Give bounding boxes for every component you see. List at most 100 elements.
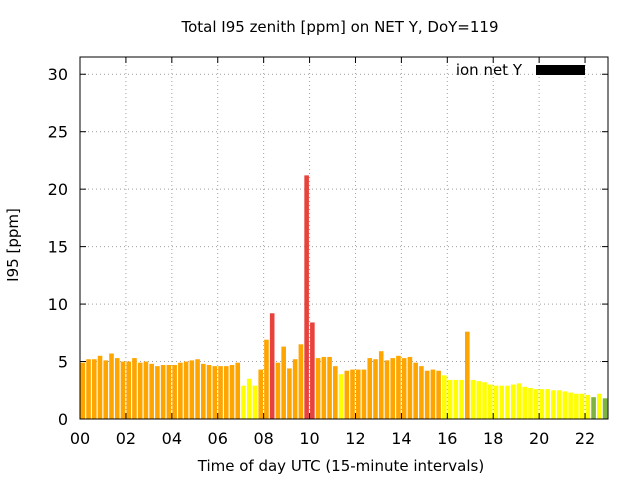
bar bbox=[522, 386, 528, 419]
x-tick-label: 02 bbox=[116, 429, 136, 448]
bar bbox=[206, 364, 212, 419]
bar bbox=[201, 363, 206, 419]
bar bbox=[430, 369, 436, 419]
bar bbox=[178, 362, 183, 419]
bar bbox=[229, 364, 235, 419]
bar bbox=[510, 384, 516, 419]
bar bbox=[143, 361, 149, 419]
bar bbox=[597, 393, 602, 419]
bar bbox=[223, 366, 229, 419]
bar bbox=[338, 374, 344, 419]
bar bbox=[235, 362, 241, 419]
bar bbox=[333, 366, 338, 419]
bar bbox=[109, 353, 114, 419]
bar bbox=[155, 366, 160, 419]
bar bbox=[539, 389, 545, 419]
bar bbox=[80, 362, 86, 419]
bar bbox=[401, 358, 407, 419]
bar bbox=[350, 369, 355, 419]
x-tick-label: 00 bbox=[70, 429, 90, 448]
bar bbox=[551, 390, 556, 419]
bar bbox=[120, 361, 126, 419]
x-tick-label: 22 bbox=[575, 429, 595, 448]
bar bbox=[264, 339, 269, 419]
x-axis-label: Time of day UTC (15-minute intervals) bbox=[197, 457, 484, 475]
bar bbox=[195, 359, 200, 419]
bar bbox=[396, 355, 401, 419]
bar bbox=[183, 361, 189, 419]
bar bbox=[212, 366, 218, 419]
bar bbox=[574, 393, 579, 419]
bar bbox=[355, 369, 361, 419]
bar bbox=[281, 346, 286, 419]
bar bbox=[114, 358, 120, 419]
bar bbox=[258, 369, 264, 419]
bar bbox=[189, 360, 195, 419]
bar bbox=[287, 368, 292, 419]
y-axis-label: I95 [ppm] bbox=[4, 208, 22, 282]
bar bbox=[602, 398, 608, 419]
bar bbox=[459, 379, 464, 419]
legend-swatch bbox=[536, 65, 585, 75]
y-tick-label: 20 bbox=[48, 180, 68, 199]
x-tick-label: 18 bbox=[483, 429, 503, 448]
legend: ion net Y bbox=[456, 61, 585, 79]
y-tick-label: 30 bbox=[48, 65, 68, 84]
y-tick-label: 10 bbox=[48, 295, 68, 314]
bar bbox=[137, 362, 143, 419]
bar bbox=[361, 369, 367, 419]
bar bbox=[413, 362, 418, 419]
bar bbox=[579, 393, 585, 419]
grid-lines bbox=[80, 57, 608, 419]
bar bbox=[533, 389, 539, 419]
bar bbox=[367, 358, 373, 419]
bar bbox=[304, 175, 309, 419]
bar bbox=[252, 385, 258, 419]
bar bbox=[378, 351, 384, 419]
bar bbox=[149, 363, 154, 419]
bar bbox=[246, 378, 252, 419]
bar bbox=[556, 390, 562, 419]
bar bbox=[442, 375, 447, 419]
data-bars bbox=[80, 175, 608, 419]
bar bbox=[499, 385, 505, 419]
bar bbox=[86, 359, 91, 419]
bar bbox=[585, 394, 591, 419]
x-tick-label: 20 bbox=[529, 429, 549, 448]
bar bbox=[493, 385, 499, 419]
bar bbox=[126, 361, 132, 419]
bar bbox=[241, 385, 246, 419]
bar bbox=[516, 383, 522, 419]
x-tick-label: 10 bbox=[299, 429, 319, 448]
bar bbox=[476, 381, 482, 419]
bar bbox=[97, 355, 103, 419]
bar bbox=[160, 364, 166, 419]
bar bbox=[505, 385, 510, 419]
bar bbox=[568, 392, 573, 419]
bar bbox=[482, 382, 487, 419]
bar bbox=[453, 379, 459, 419]
bar bbox=[487, 384, 493, 419]
legend-label: ion net Y bbox=[456, 61, 523, 79]
bar bbox=[344, 370, 350, 419]
x-tick-label: 12 bbox=[345, 429, 365, 448]
x-tick-label: 14 bbox=[391, 429, 411, 448]
bar bbox=[166, 364, 172, 419]
chart-title: Total I95 zenith [ppm] on NET Y, DoY=119 bbox=[180, 18, 498, 36]
tick-labels: 0 5 10 15 20 25 30 00 02 04 06 08 10 12 14 16 18 20 22 bbox=[48, 65, 596, 448]
bar bbox=[447, 379, 453, 419]
bar bbox=[327, 356, 332, 419]
bar bbox=[292, 359, 298, 419]
bar bbox=[384, 360, 390, 419]
y-tick-label: 25 bbox=[48, 123, 68, 142]
bar bbox=[172, 364, 177, 419]
bar bbox=[373, 359, 378, 419]
bar bbox=[528, 387, 533, 419]
bar bbox=[269, 313, 275, 419]
bar bbox=[132, 358, 137, 419]
bar bbox=[310, 322, 315, 419]
x-tick-label: 08 bbox=[253, 429, 273, 448]
y-tick-label: 0 bbox=[58, 410, 68, 429]
bar bbox=[218, 366, 223, 419]
bar bbox=[321, 356, 327, 419]
